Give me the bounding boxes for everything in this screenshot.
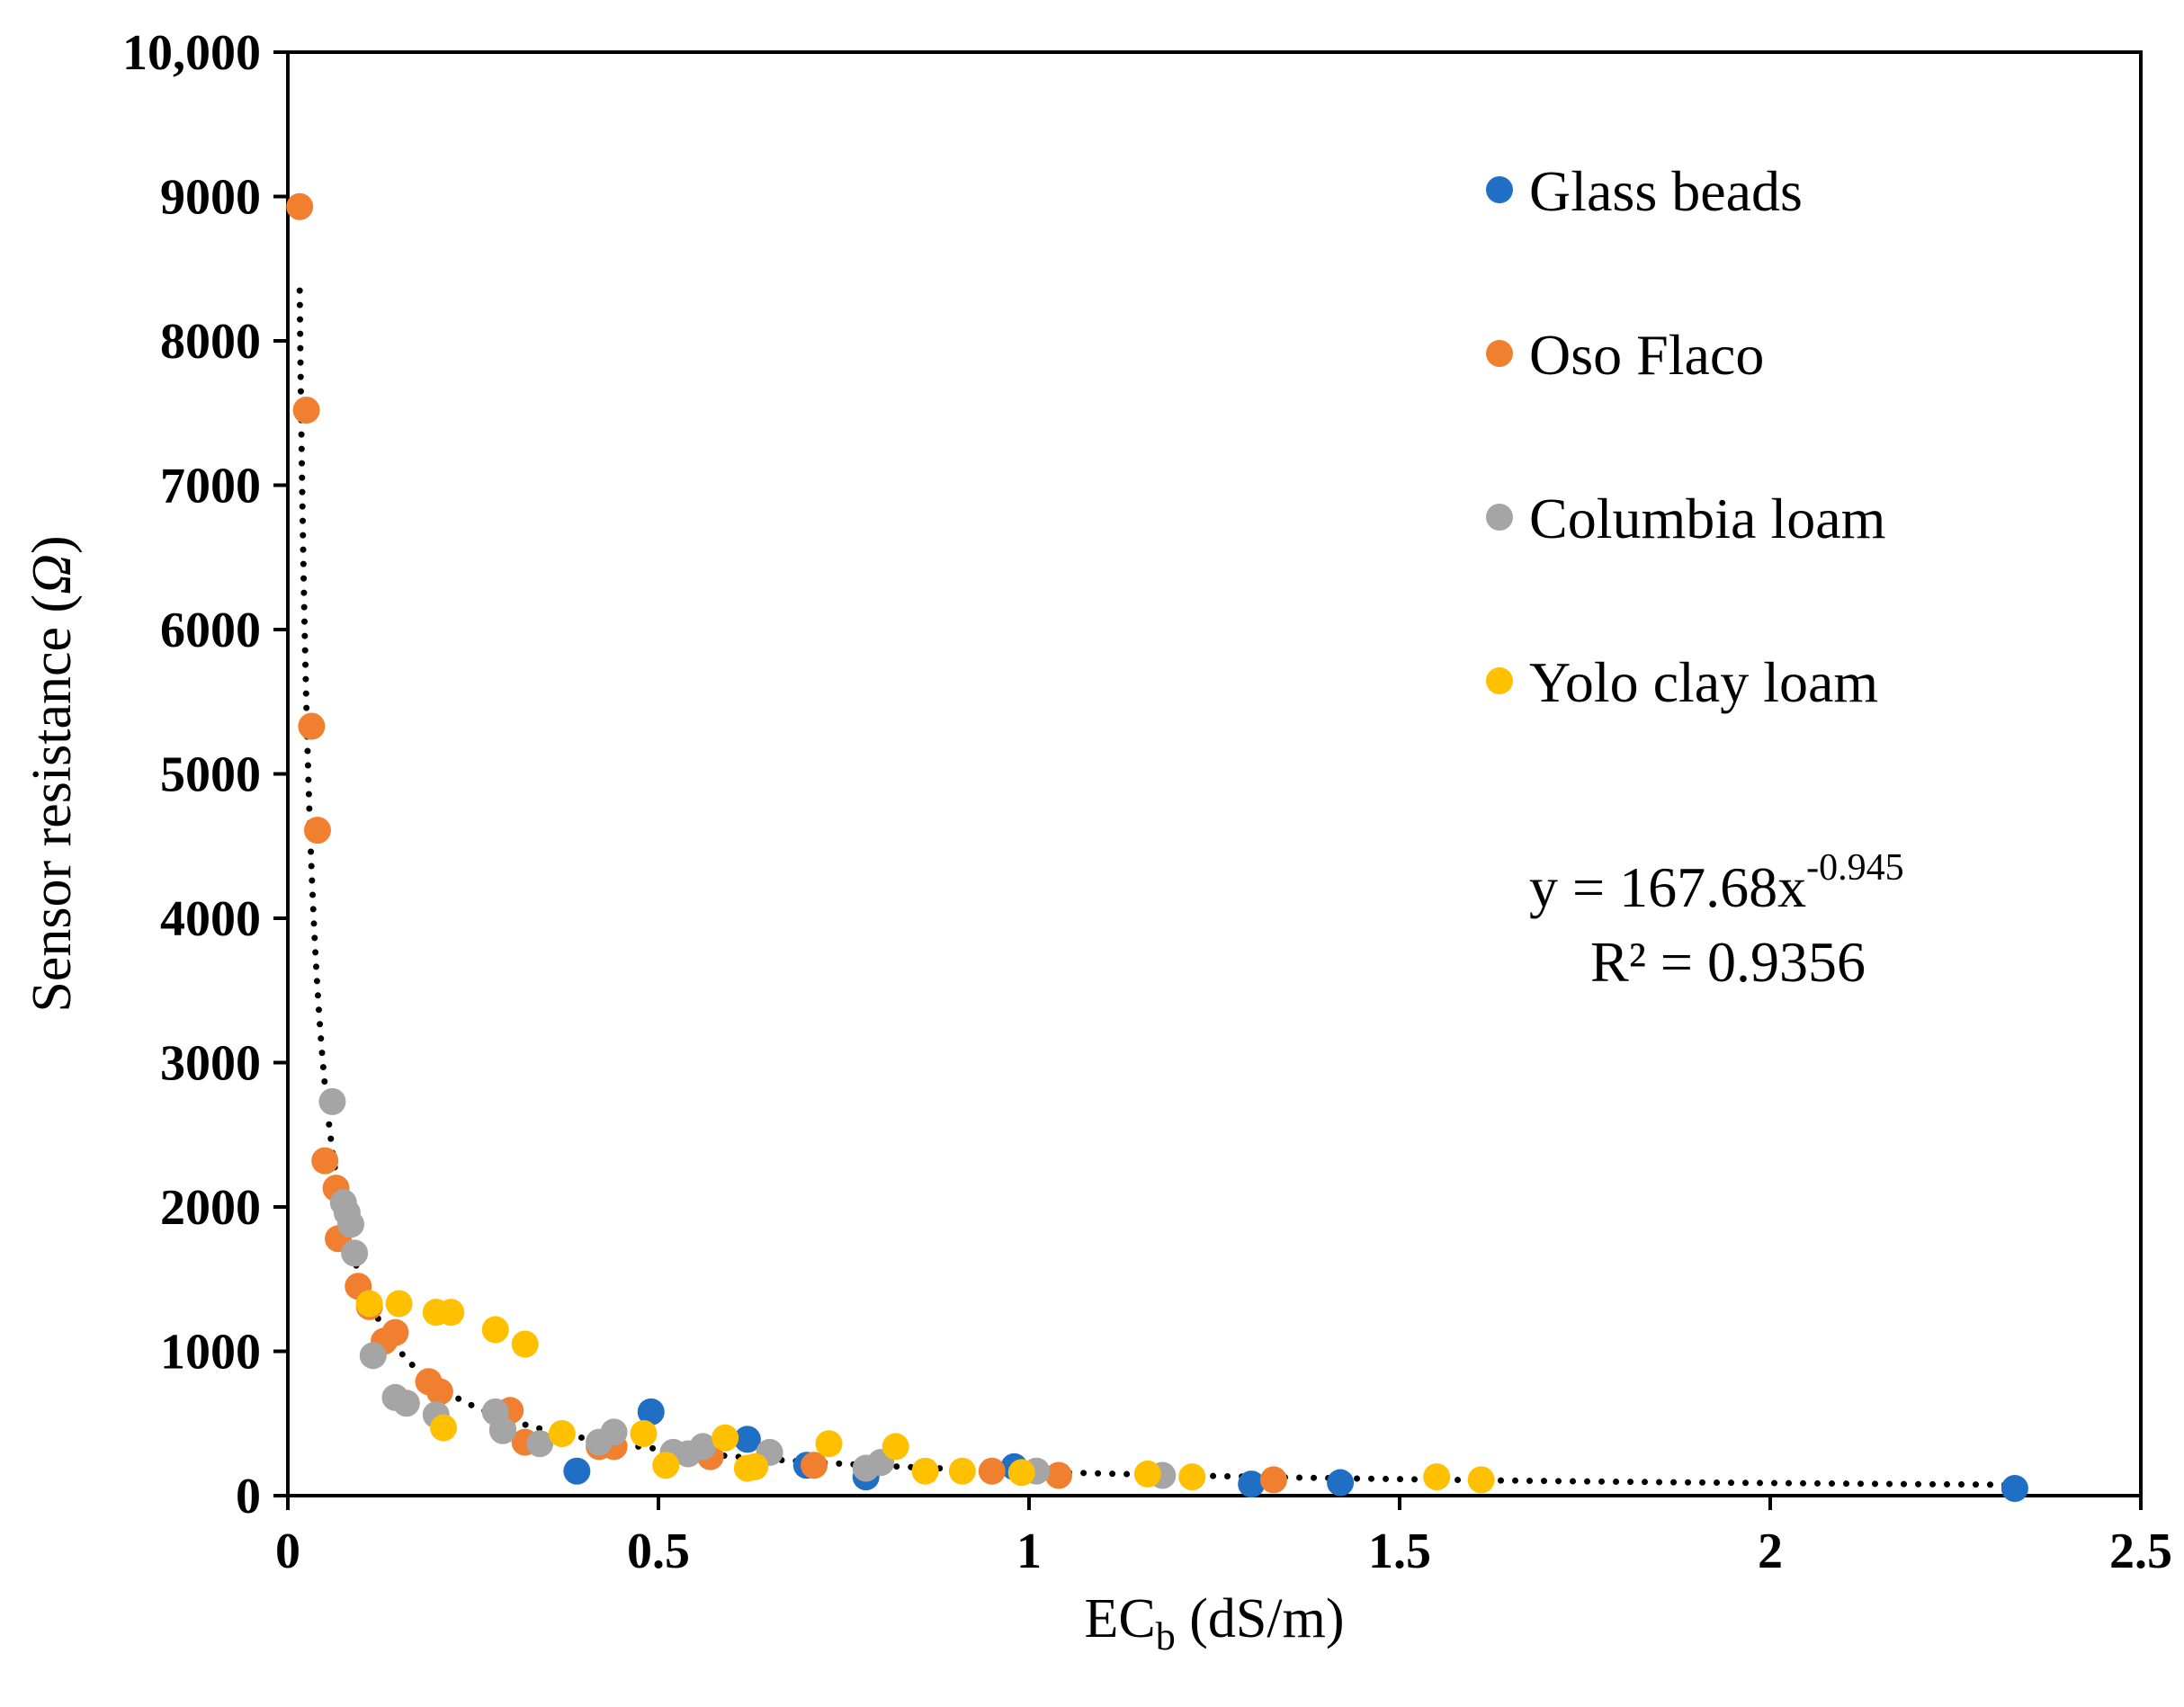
data-point (511, 1330, 539, 1358)
data-point (652, 1452, 680, 1479)
data-point (425, 1378, 453, 1406)
data-point (1133, 1460, 1161, 1488)
labels-layer: ECb (dS/m) Sensor resistance (Ω) y = 167.6… (22, 535, 1904, 1658)
y-tick-label: 7000 (160, 459, 261, 514)
data-point (563, 1457, 591, 1485)
data-point (292, 397, 320, 425)
data-point (1327, 1469, 1355, 1497)
data-point (911, 1457, 939, 1485)
y-tick-label: 8000 (160, 314, 261, 370)
y-tick-label: 3000 (160, 1036, 261, 1092)
data-point (1178, 1463, 1206, 1491)
data-point (298, 712, 326, 740)
data-point (1044, 1461, 1072, 1489)
data-point (600, 1418, 628, 1446)
data-point (741, 1452, 769, 1480)
y-axis-title: Sensor resistance (Ω) (22, 535, 83, 1012)
data-point (488, 1417, 516, 1444)
x-tick-label: 2.5 (2109, 1524, 2172, 1579)
data-point (548, 1419, 576, 1447)
data-point (733, 1425, 761, 1453)
data-point (1423, 1463, 1451, 1491)
data-point (630, 1419, 658, 1447)
series-1 (286, 192, 1287, 1494)
data-point (481, 1316, 509, 1344)
data-point (815, 1430, 843, 1458)
data-point (712, 1424, 739, 1452)
data-point (1259, 1466, 1287, 1494)
y-tick-label: 4000 (160, 891, 261, 947)
legend-label: Columbia loam (1529, 487, 1885, 550)
data-point (355, 1290, 383, 1318)
data-point (318, 1087, 346, 1115)
data-point (1467, 1466, 1495, 1494)
data-point (337, 1211, 365, 1238)
y-tick-label: 10,000 (122, 25, 261, 81)
axes-layer: 0 1000 2000 3000 4000 5000 6000 7000 8000 9000 10,… (122, 25, 2172, 1579)
plot-frame (286, 50, 2143, 1497)
legend-marker (1486, 504, 1513, 531)
data-point (437, 1299, 465, 1327)
data-point (2001, 1474, 2028, 1502)
data-point (978, 1457, 1006, 1485)
legend-label: Oso Flaco (1529, 323, 1764, 387)
series-0 (563, 1398, 2028, 1502)
trendline-equation: y = 167.68x-0.945 (1529, 847, 1904, 919)
data-point (430, 1414, 458, 1442)
x-tick-label: 1.5 (1368, 1524, 1431, 1579)
data-point (1007, 1459, 1035, 1487)
legend-label: Glass beads (1529, 159, 1803, 223)
data-point (948, 1457, 976, 1485)
y-tick-label: 1000 (160, 1325, 261, 1381)
points-layer (286, 192, 2028, 1502)
data-point (303, 817, 331, 845)
data-point (526, 1430, 554, 1458)
x-tick-label: 0 (275, 1524, 300, 1579)
legend-label: Yolo clay loam (1529, 650, 1878, 714)
data-point (359, 1342, 387, 1370)
x-axis-title: ECb (dS/m) (1085, 1588, 1345, 1658)
legend-marker (1486, 667, 1513, 694)
y-tick-label: 0 (236, 1469, 261, 1524)
data-point (689, 1433, 717, 1461)
legend: Glass beads Oso Flaco Columbia loam Yolo cl… (1486, 159, 1885, 714)
data-point (381, 1318, 409, 1346)
data-point (637, 1398, 665, 1425)
x-tick-label: 1 (1016, 1524, 1042, 1579)
data-point (286, 192, 314, 220)
legend-marker (1486, 176, 1513, 203)
data-point (341, 1239, 369, 1267)
data-point (882, 1433, 909, 1461)
r-squared-label: R² = 0.9356 (1590, 930, 1866, 994)
data-point (801, 1452, 828, 1479)
data-point (1238, 1470, 1266, 1498)
y-tick-label: 6000 (160, 603, 261, 658)
x-tick-label: 0.5 (627, 1524, 690, 1579)
y-tick-label: 5000 (160, 747, 261, 803)
series-3 (355, 1290, 1495, 1494)
data-point (311, 1147, 339, 1175)
data-point (385, 1290, 413, 1318)
data-point (392, 1390, 420, 1417)
y-tick-label: 9000 (160, 170, 261, 226)
legend-marker (1486, 340, 1513, 367)
x-tick-label: 2 (1758, 1524, 1783, 1579)
y-tick-label: 2000 (160, 1180, 261, 1236)
